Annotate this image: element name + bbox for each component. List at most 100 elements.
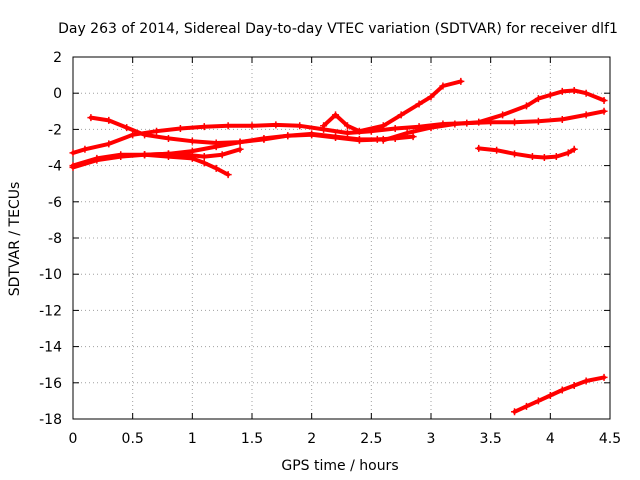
data-point [141, 131, 149, 139]
grid [73, 57, 610, 419]
data-point [332, 111, 340, 119]
series-track-5 [141, 145, 244, 161]
x-tick-label: 4 [546, 431, 555, 447]
y-tick-label: -6 [48, 195, 62, 211]
y-tick-label: -10 [39, 267, 62, 283]
y-tick-label: -8 [48, 231, 62, 247]
data-point [564, 149, 572, 157]
data-point [534, 397, 542, 405]
data-point [200, 153, 208, 161]
data-point [403, 129, 411, 137]
data-point [129, 131, 137, 139]
x-tick-label: 2.5 [360, 431, 382, 447]
data-point [558, 386, 566, 394]
data-point [528, 153, 536, 161]
series-line [512, 375, 606, 414]
y-tick-label: -4 [48, 159, 62, 175]
data-point [218, 151, 226, 159]
y-axis-label: SDTVAR / TECUs [7, 182, 23, 297]
data-point [499, 111, 507, 119]
y-tick-label: 2 [53, 50, 62, 66]
x-tick-label: 0.5 [122, 431, 144, 447]
data-point [284, 132, 292, 140]
series-track-1 [69, 107, 608, 157]
data-point [540, 153, 548, 161]
data-point [182, 151, 190, 159]
axis-ticks [72, 56, 611, 420]
data-point [236, 138, 244, 146]
data-point [343, 122, 351, 130]
data-point [582, 111, 590, 119]
data-point [105, 116, 113, 124]
data-point [522, 102, 530, 110]
data-point [236, 145, 244, 153]
x-tick-label: 2 [307, 431, 316, 447]
data-point [397, 111, 405, 119]
x-tick-label: 3.5 [480, 431, 502, 447]
data-point [355, 136, 363, 144]
data-point [511, 408, 519, 416]
data-point [320, 122, 328, 130]
data-point [224, 122, 232, 130]
data-point [117, 153, 125, 161]
data-point [379, 136, 387, 144]
data-point [308, 131, 316, 139]
data-point [296, 122, 304, 130]
x-tick-label: 0 [69, 431, 78, 447]
data-point [558, 87, 566, 95]
data-point [332, 134, 340, 142]
data-point [379, 122, 387, 130]
data-point [141, 151, 149, 159]
data-point [475, 118, 483, 126]
y-tick-label: -14 [39, 340, 62, 356]
data-point [558, 115, 566, 123]
y-tick-label: -16 [39, 376, 62, 392]
data-point [212, 164, 220, 172]
data-point [582, 89, 590, 97]
y-tick-label: -12 [39, 303, 62, 319]
x-tick-labels: 0 0.5 1 1.5 2 2.5 3 3.5 4 4.5 [69, 431, 622, 447]
data-point [570, 382, 578, 390]
data-point [164, 134, 172, 142]
data-point [552, 153, 560, 161]
data-series [69, 77, 608, 416]
data-point [439, 82, 447, 90]
y-tick-label: 0 [53, 86, 62, 102]
chart-title: Day 263 of 2014, Sidereal Day-to-day VTE… [58, 21, 618, 37]
series-line [321, 79, 463, 134]
data-point [600, 96, 608, 104]
data-point [105, 140, 113, 148]
series-track-7 [475, 144, 578, 161]
data-point [343, 129, 351, 137]
data-point [69, 149, 77, 157]
series-track-8 [379, 86, 608, 144]
data-point [153, 127, 161, 135]
data-point [391, 124, 399, 132]
data-point [260, 134, 268, 142]
data-point [200, 123, 208, 131]
data-point [93, 156, 101, 164]
data-point [355, 127, 363, 135]
data-point [81, 145, 89, 153]
y-tick-label: -18 [39, 412, 62, 428]
data-point [427, 124, 435, 132]
data-point [212, 143, 220, 151]
x-tick-label: 4.5 [599, 431, 621, 447]
series-line [71, 109, 606, 155]
data-point [511, 150, 519, 158]
data-point [546, 91, 554, 99]
x-tick-label: 1.5 [241, 431, 263, 447]
data-point [570, 145, 578, 153]
data-point [188, 137, 196, 145]
y-tick-labels: 2 0 -2 -4 -6 -8 -10 -12 -14 -16 -18 [39, 50, 62, 428]
x-axis-label: GPS time / hours [281, 458, 398, 474]
data-point [457, 77, 465, 85]
data-point [493, 146, 501, 154]
series-track-9 [511, 373, 608, 416]
x-tick-label: 3 [427, 431, 436, 447]
x-tick-label: 1 [188, 431, 197, 447]
data-point [511, 118, 519, 126]
data-point [248, 122, 256, 130]
